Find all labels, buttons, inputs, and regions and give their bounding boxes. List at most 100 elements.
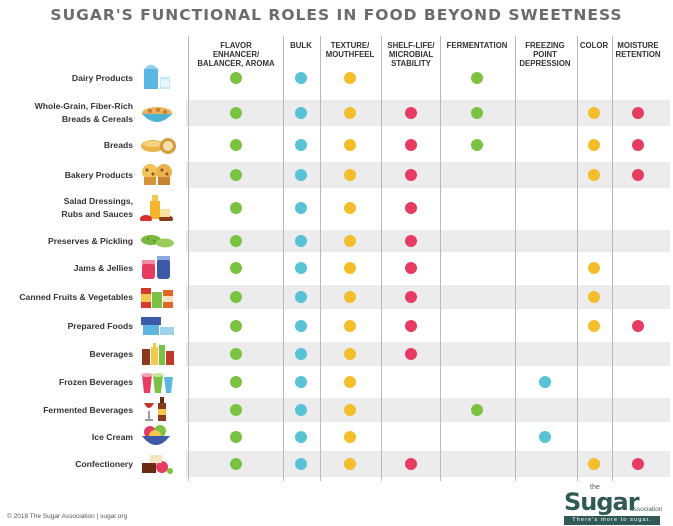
role-dot-bulk [295,107,307,119]
column-divider [188,36,189,481]
role-dot-shelf [405,291,417,303]
role-dot-bulk [295,139,307,151]
column-header-texture: TEXTURE/ MOUTHFEEL [325,41,375,59]
column-header-shelf: SHELF-LIFE/ MICROBIAL STABILITY [387,41,435,68]
role-dot-flavor [230,348,242,360]
role-dot-flavor [230,320,242,332]
role-dot-ferment [471,72,483,84]
role-dot-bulk [295,431,307,443]
role-dot-texture [344,235,356,247]
role-dot-flavor [230,431,242,443]
row-label: Dairy Products [71,72,133,83]
role-dot-flavor [230,291,242,303]
role-dot-flavor [230,139,242,151]
row-label: Ice Cream [91,431,133,442]
role-dot-freezing [539,376,551,388]
row-label: Confectionery [75,458,133,469]
role-dot-texture [344,169,356,181]
role-dot-bulk [295,376,307,388]
pickles-icon [140,228,176,259]
role-dot-flavor [230,404,242,416]
role-dot-shelf [405,169,417,181]
page-title: SUGAR'S FUNCTIONAL ROLES IN FOOD BEYOND … [50,6,623,24]
beverage-bottles-icon [140,341,176,372]
role-dot-flavor [230,376,242,388]
role-dot-flavor [230,72,242,84]
role-dot-moisture [632,107,644,119]
role-dot-flavor [230,458,242,470]
role-dot-color [588,107,600,119]
bread-icon [140,132,176,163]
role-dot-bulk [295,404,307,416]
logo-tagline: There's more to sugar. [564,516,660,525]
role-dot-bulk [295,72,307,84]
role-dot-texture [344,262,356,274]
role-dot-bulk [295,262,307,274]
row-label: Preserves & Pickling [47,235,133,246]
row-label: Jams & Jellies [73,262,133,273]
role-dot-flavor [230,107,242,119]
row-label: Fermented Beverages [43,404,133,415]
frozen-drinks-icon [140,369,176,400]
jam-jars-icon [140,255,176,286]
role-dot-color [588,291,600,303]
role-dot-texture [344,107,356,119]
role-dot-freezing [539,431,551,443]
role-dot-bulk [295,235,307,247]
sugar-association-logo[interactable]: the Sugar association There's more to su… [560,482,670,526]
copyright-footer: © 2018 The Sugar Association | sugar.org [7,513,128,520]
column-header-moisture: MOISTURE RETENTION [615,41,661,59]
row-band [186,342,670,366]
role-dot-flavor [230,202,242,214]
role-dot-texture [344,348,356,360]
row-label: Whole-Grain, Fiber-Rich Breads & Cereals [34,101,133,124]
column-header-flavor: FLAVOR ENHANCER/ BALANCER, AROMA [197,41,275,68]
role-dot-texture [344,72,356,84]
role-dot-shelf [405,139,417,151]
row-label: Prepared Foods [67,320,133,331]
row-band [186,398,670,422]
role-dot-flavor [230,262,242,274]
role-dot-texture [344,202,356,214]
column-divider [515,36,516,481]
row-label: Bakery Products [64,169,133,180]
sauces-icon [140,195,176,226]
logo-association-text: association [630,506,663,513]
role-dot-color [588,320,600,332]
column-divider [577,36,578,481]
role-dot-moisture [632,169,644,181]
wine-bottle-icon [140,397,176,428]
column-header-bulk: BULK [290,41,312,50]
role-dot-bulk [295,458,307,470]
column-divider [320,36,321,481]
cereal-bowl-icon [140,100,176,131]
role-dot-bulk [295,202,307,214]
role-dot-texture [344,291,356,303]
dairy-products-icon [140,63,176,96]
row-label: Frozen Beverages [58,376,133,387]
role-dot-shelf [405,348,417,360]
role-dot-shelf [405,320,417,332]
role-dot-shelf [405,458,417,470]
row-label: Beverages [89,348,133,359]
role-dot-texture [344,431,356,443]
role-dot-ferment [471,139,483,151]
role-dot-texture [344,320,356,332]
column-header-freezing: FREEZING POINT DEPRESSION [519,41,571,68]
role-dot-bulk [295,348,307,360]
candy-icon [140,451,176,482]
role-dot-color [588,169,600,181]
role-dot-bulk [295,169,307,181]
role-dot-texture [344,404,356,416]
canned-goods-icon [140,284,176,315]
role-dot-shelf [405,262,417,274]
column-divider [440,36,441,481]
role-dot-bulk [295,320,307,332]
role-dot-color [588,139,600,151]
role-dot-moisture [632,320,644,332]
role-dot-shelf [405,235,417,247]
muffin-icon [140,162,176,193]
role-dot-texture [344,458,356,470]
logo-the-text: the [590,484,600,491]
